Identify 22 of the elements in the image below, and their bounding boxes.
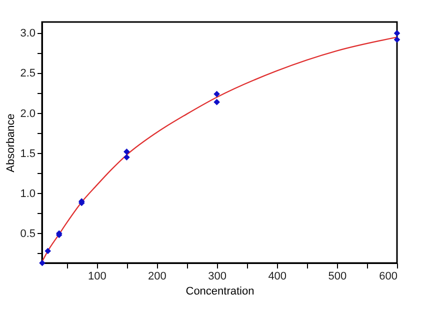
- point: [39, 260, 46, 266]
- x-tick-label: 400: [268, 270, 287, 282]
- y-tick-label: 1.0: [20, 188, 36, 200]
- y-tick-label: 0.5: [20, 228, 36, 240]
- y-tick-label: 1.5: [20, 148, 36, 160]
- x-tick-label: 600: [379, 270, 398, 282]
- x-tick-label: 300: [208, 270, 226, 282]
- point: [124, 148, 130, 155]
- point: [214, 90, 220, 98]
- y-tick-label: 3.0: [20, 28, 36, 40]
- point: [124, 154, 130, 160]
- x-tick-label: 100: [88, 270, 106, 282]
- y-tick-label: 2.0: [20, 108, 36, 120]
- point: [44, 248, 52, 254]
- x-axis-title: Concentration: [186, 286, 254, 298]
- point: [214, 98, 220, 106]
- x-tick-label: 500: [328, 270, 347, 282]
- point: [394, 36, 400, 43]
- y-axis-title: Absorbance: [5, 114, 18, 172]
- x-tick-label: 200: [148, 270, 166, 282]
- y-tick-label: 2.5: [20, 68, 36, 80]
- point: [394, 30, 400, 36]
